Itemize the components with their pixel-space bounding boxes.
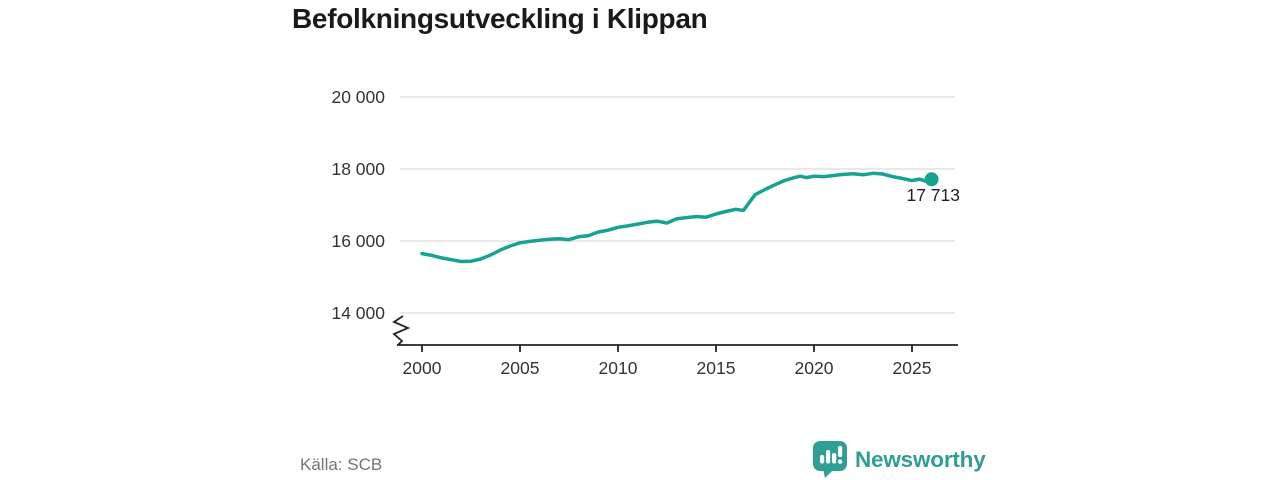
latest-value-dot (924, 172, 939, 187)
y-axis-tick-label: 20 000 (331, 87, 385, 107)
y-axis-tick-label: 16 000 (331, 231, 385, 251)
population-series-line (420, 171, 934, 264)
newsworthy-logo-text: Newsworthy (855, 447, 986, 472)
x-axis-tick-label: 2015 (696, 358, 736, 378)
newsworthy-branding: Newsworthy (812, 440, 986, 478)
x-axis-tick-label: 2025 (892, 358, 932, 378)
y-axis-tick-label: 14 000 (331, 303, 385, 323)
axis-break-icon (392, 315, 411, 346)
x-axis-tick-label: 2005 (500, 358, 540, 378)
source-note: Källa: SCB (300, 455, 383, 474)
newsworthy-logo-icon (813, 441, 847, 478)
x-axis-tick-label: 2020 (794, 358, 834, 378)
chart-title: Befolkningsutveckling i Klippan (292, 3, 708, 34)
gridlines (400, 96, 955, 314)
y-axis-tick-label: 18 000 (331, 159, 385, 179)
latest-value-label: 17 713 (906, 185, 960, 205)
x-axis (397, 344, 958, 352)
x-axis-tick-label: 2010 (598, 358, 638, 378)
x-axis-tick-label: 2000 (402, 358, 442, 378)
